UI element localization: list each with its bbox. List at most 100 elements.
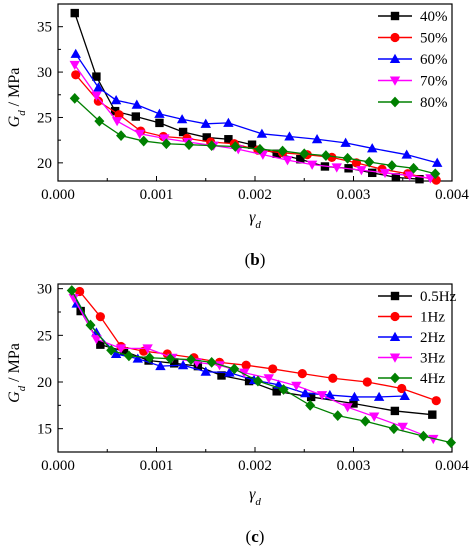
data-point <box>284 131 295 141</box>
data-point <box>386 160 397 171</box>
data-point <box>114 110 124 120</box>
y-axis-label: Gd / MPa <box>6 68 28 128</box>
chart-panel-b: 0.000 0.001 0.002 0.003 0.004 20 25 30 35 40% 50% 6… <box>6 3 469 269</box>
y-tick-label: 25 <box>37 328 52 344</box>
data-point <box>397 422 408 432</box>
data-point <box>390 406 400 416</box>
legend-label: 50% <box>420 31 448 47</box>
data-point <box>331 163 342 173</box>
legend-label: 3Hz <box>420 351 445 367</box>
x-axis-label: γd <box>249 486 261 508</box>
series-line <box>73 297 434 440</box>
legend-marker <box>390 96 400 108</box>
y-tick-label: 30 <box>37 282 52 298</box>
data-point <box>272 149 281 158</box>
data-point <box>142 344 153 354</box>
data-point <box>328 373 338 383</box>
data-point <box>138 135 149 147</box>
data-point <box>364 156 375 168</box>
data-point <box>311 134 323 144</box>
data-point <box>324 389 336 400</box>
data-point <box>297 369 307 379</box>
data-point <box>360 415 371 427</box>
data-point <box>278 384 289 395</box>
data-point <box>110 348 122 358</box>
data-point <box>305 399 316 411</box>
legend-marker <box>389 353 401 363</box>
data-point <box>428 410 437 419</box>
x-tick-label: 0.002 <box>238 187 272 203</box>
series-40% <box>70 8 424 184</box>
data-point <box>404 171 415 181</box>
y-axis-label: Gd / MPa <box>6 343 28 403</box>
data-point <box>75 286 85 297</box>
data-point <box>111 117 123 127</box>
data-point <box>418 430 429 442</box>
data-point <box>229 363 240 375</box>
series-4Hz <box>66 285 457 449</box>
data-point <box>165 353 176 365</box>
data-point <box>119 347 129 356</box>
y-tick-label: 15 <box>37 422 52 438</box>
data-point <box>177 360 189 370</box>
x-tick-label: 0.004 <box>435 458 469 474</box>
data-point <box>91 91 102 101</box>
data-point <box>70 48 81 58</box>
data-point <box>277 145 288 157</box>
data-point <box>244 376 254 386</box>
data-point <box>356 166 367 176</box>
data-point <box>247 140 257 149</box>
y-tick-label: 20 <box>37 375 52 391</box>
data-point <box>131 99 142 109</box>
series-80% <box>69 93 441 180</box>
data-point <box>110 106 120 116</box>
legend-marker <box>390 32 400 43</box>
data-point <box>69 93 80 104</box>
data-point <box>320 150 331 161</box>
series-1Hz <box>75 286 441 406</box>
data-point <box>252 375 263 387</box>
data-point <box>432 157 443 167</box>
legend-label: 1Hz <box>420 310 445 326</box>
legend-marker <box>390 291 400 301</box>
panel-tag: (b) <box>245 250 266 269</box>
legend: 40% 50% 60% 70% 80% <box>378 9 448 111</box>
data-point <box>282 156 293 166</box>
data-point <box>134 129 145 139</box>
data-point <box>170 359 179 368</box>
data-point <box>155 118 164 128</box>
data-point <box>96 340 105 349</box>
data-point <box>367 143 378 153</box>
data-point <box>155 360 166 371</box>
data-point <box>299 148 310 160</box>
legend: 0.5Hz 1Hz 2Hz 3Hz 4Hz <box>378 289 457 387</box>
data-point <box>296 155 305 164</box>
data-point <box>95 312 105 322</box>
plot-frame <box>57 3 453 182</box>
data-point <box>116 130 127 142</box>
data-point <box>241 360 251 370</box>
legend-marker <box>390 372 400 384</box>
data-point <box>349 391 360 401</box>
x-tick-label: 0.001 <box>140 187 174 203</box>
chart-panel-c: 0.000 0.001 0.002 0.003 0.004 15 20 25 30 0.5Hz 1H… <box>6 282 469 546</box>
data-point <box>106 344 117 356</box>
data-point <box>397 383 407 394</box>
data-point <box>388 423 399 435</box>
data-point <box>373 391 385 401</box>
data-point <box>399 390 410 400</box>
data-point <box>144 352 155 364</box>
data-point <box>110 95 122 105</box>
data-point <box>332 410 343 421</box>
data-point <box>91 335 102 345</box>
series-3Hz <box>68 294 439 445</box>
x-tick-label: 0.001 <box>140 458 174 474</box>
data-point <box>446 437 457 449</box>
x-tick-label: 0.000 <box>41 187 75 203</box>
legend-label: 70% <box>420 74 448 90</box>
data-point <box>68 294 79 304</box>
data-point <box>431 396 441 406</box>
legend-label: 80% <box>420 95 448 111</box>
x-tick-label: 0.003 <box>337 458 371 474</box>
